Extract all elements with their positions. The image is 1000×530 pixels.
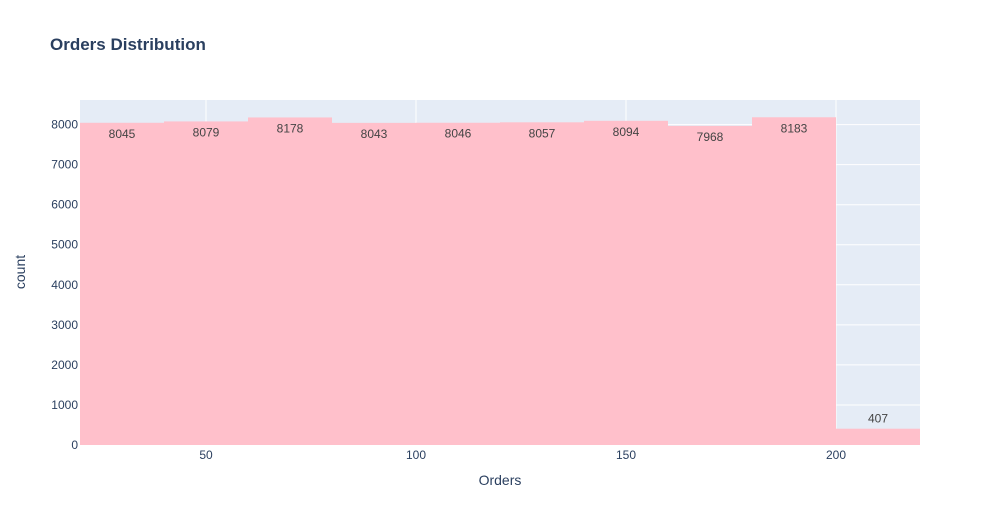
histogram-bar — [500, 122, 584, 446]
histogram-bar — [248, 117, 332, 445]
bar-value-label: 7968 — [697, 130, 724, 144]
y-axis-ticks: 0 1000 2000 3000 4000 5000 6000 7000 8000 — [51, 118, 78, 452]
bars — [80, 117, 920, 446]
bar-value-label: 8045 — [109, 127, 136, 141]
bar-value-label: 407 — [868, 412, 888, 426]
bar-value-label: 8178 — [277, 121, 304, 135]
y-tick-label: 0 — [71, 438, 78, 452]
bar-value-label: 8094 — [613, 125, 640, 139]
bar-value-label: 8183 — [781, 121, 808, 135]
bar-value-label: 8046 — [445, 127, 472, 141]
histogram-bar — [164, 121, 248, 445]
y-tick-label: 6000 — [51, 198, 78, 212]
x-tick-label: 100 — [406, 448, 426, 462]
y-tick-label: 1000 — [51, 398, 78, 412]
y-tick-label: 7000 — [51, 158, 78, 172]
x-tick-label: 150 — [616, 448, 636, 462]
histogram-bar — [836, 428, 920, 445]
y-tick-label: 3000 — [51, 318, 78, 332]
histogram-bar — [332, 122, 416, 445]
bar-value-label: 8079 — [193, 125, 220, 139]
histogram-bar — [668, 125, 752, 446]
y-tick-label: 2000 — [51, 358, 78, 372]
x-axis-ticks: 50 100 150 200 — [199, 448, 846, 462]
y-axis-title: count — [12, 255, 28, 289]
y-tick-label: 4000 — [51, 278, 78, 292]
histogram-bar — [80, 122, 164, 445]
x-tick-label: 200 — [826, 448, 846, 462]
histogram-bar — [416, 122, 500, 445]
histogram-bar — [752, 117, 836, 445]
bar-value-label: 8057 — [529, 126, 556, 140]
bar-value-labels: 8045 8079 8178 8043 8046 8057 8094 7968 8183 407 — [109, 121, 889, 425]
x-tick-label: 50 — [199, 448, 213, 462]
bar-value-label: 8043 — [361, 127, 388, 141]
chart-title: Orders Distribution — [50, 35, 206, 54]
x-axis-title: Orders — [479, 472, 522, 488]
y-tick-label: 5000 — [51, 238, 78, 252]
y-tick-label: 8000 — [51, 118, 78, 132]
histogram-bar — [584, 120, 668, 445]
